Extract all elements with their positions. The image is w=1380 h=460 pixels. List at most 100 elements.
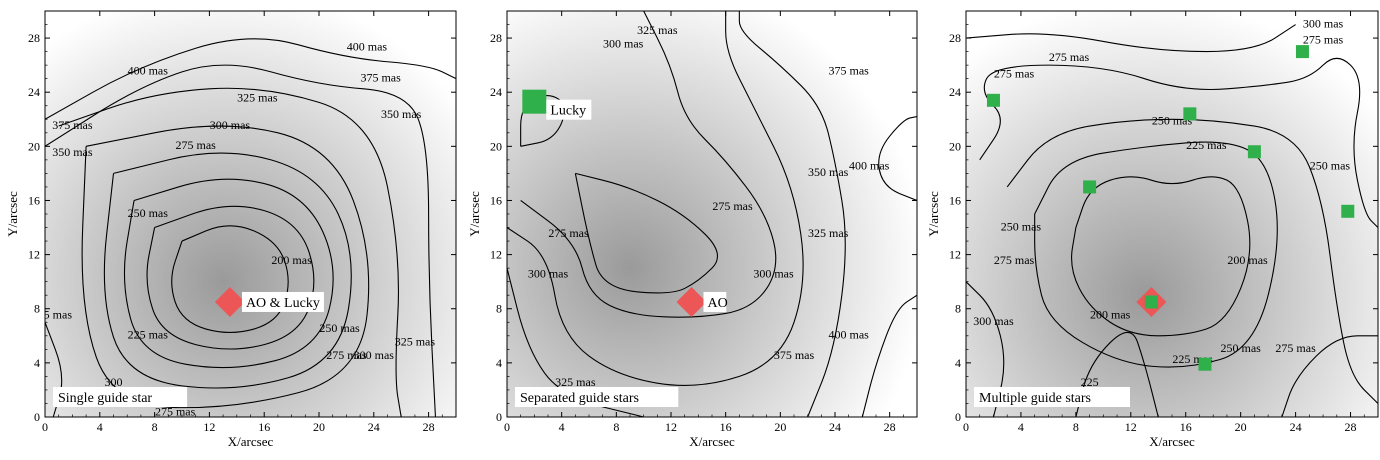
y-tick-label: 28: [949, 31, 961, 45]
contour-label: 275 mas: [1275, 341, 1316, 355]
contour-label: 275 mas: [548, 226, 589, 240]
contour-label: 275 mas: [326, 348, 367, 362]
panel-label-box: [53, 387, 188, 407]
guide-star-marker: [1144, 295, 1158, 309]
y-tick-label: 24: [28, 85, 40, 99]
y-axis-title: Y/arcsec: [926, 191, 941, 237]
contour-label: 325 mas: [808, 226, 849, 240]
panel-background: [45, 11, 456, 417]
contour-line: [1034, 141, 1278, 368]
contour-line: [861, 294, 917, 417]
contour-label: 250 mas: [319, 321, 360, 335]
contour-label: 325 mas: [637, 23, 678, 37]
contour-line: [146, 205, 315, 350]
x-axis-title: X/arcsec: [228, 434, 274, 449]
x-tick-label: 12: [1125, 420, 1137, 434]
y-tick-label: 4: [34, 356, 40, 370]
y-tick-label: 12: [949, 248, 961, 262]
contour-label: 300 mas: [973, 314, 1014, 328]
contour-line: [103, 152, 352, 389]
contour-label: 400 mas: [849, 158, 890, 172]
ao-guide-star-marker: [214, 286, 245, 317]
x-tick-label: 0: [42, 420, 48, 434]
contour-label: 300 mas: [210, 118, 251, 132]
x-tick-label: 24: [1290, 420, 1302, 434]
contour-label: 400 mas: [347, 39, 388, 53]
y-tick-label: 8: [496, 302, 502, 316]
x-tick-label: 4: [97, 420, 103, 434]
marker-label-box: [241, 291, 324, 312]
panel-label: Single guide star: [58, 391, 152, 406]
contour-label: 275 mas: [994, 66, 1035, 80]
x-tick-label: 20: [774, 420, 786, 434]
y-tick-label: 24: [949, 85, 961, 99]
contour-label: 300 mas: [528, 267, 569, 281]
contour-label: 225 mas: [128, 328, 169, 342]
panel-3: 300 mas 275 mas 275 mas 275 mas 250 mas 225 m…: [926, 10, 1379, 449]
y-tick-label: 0: [496, 410, 502, 424]
x-tick-label: 8: [1073, 420, 1079, 434]
x-tick-label: 20: [1235, 420, 1247, 434]
contour-line: [507, 267, 644, 417]
contour-line: [738, 11, 846, 417]
contour-label: 325 mas: [32, 307, 73, 321]
contour-label: 250 mas: [1152, 114, 1193, 128]
y-tick-label: 24: [490, 85, 502, 99]
contour-label: 275 mas: [1049, 50, 1090, 64]
contour-label: 325 mas: [237, 91, 278, 105]
y-tick-label: 8: [955, 302, 961, 316]
contour-line: [81, 125, 370, 409]
x-tick-label: 12: [665, 420, 677, 434]
panel-label-box: [515, 387, 679, 407]
contour-label: 350 mas: [808, 165, 849, 179]
ao-guide-star-marker: [676, 286, 707, 317]
marker-label-box: [546, 99, 592, 120]
x-tick-label: 28: [423, 420, 435, 434]
y-tick-label: 20: [28, 139, 40, 153]
panel-label: Multiple guide stars: [979, 391, 1091, 406]
y-axis-title: Y/arcsec: [467, 191, 482, 237]
contour-line: [574, 172, 718, 294]
guide-star-marker: [1198, 357, 1212, 371]
x-tick-label: 8: [613, 420, 619, 434]
y-tick-label: 8: [34, 302, 40, 316]
contour-line: [45, 322, 63, 417]
contour-line: [45, 64, 436, 417]
x-axis-title: X/arcsec: [689, 434, 735, 449]
contour-label: 250 mas: [1001, 219, 1042, 233]
contour-label: 250 mas: [1220, 341, 1261, 355]
x-tick-label: 12: [203, 420, 215, 434]
contour-label: 200 mas: [1090, 307, 1131, 321]
contour-label: 275 mas: [994, 253, 1035, 267]
marker-label: Lucky: [550, 104, 586, 119]
contour-label: 275 mas: [155, 405, 196, 419]
contour-label: 275 mas: [712, 199, 753, 213]
contour-label: 250 mas: [1310, 158, 1351, 172]
y-tick-label: 20: [490, 139, 502, 153]
marker-label-box: [703, 291, 727, 312]
contour-label: 300 mas: [1303, 16, 1344, 30]
x-tick-label: 16: [720, 420, 732, 434]
contour-line: [507, 11, 804, 386]
y-tick-label: 16: [949, 193, 961, 207]
contour-label: 225 mas: [1186, 138, 1227, 152]
x-tick-label: 4: [559, 420, 565, 434]
contour-label: 400 mas: [128, 64, 169, 78]
contour-label: 375 mas: [828, 64, 869, 78]
contour-label: 300 mas: [753, 267, 794, 281]
y-tick-label: 4: [955, 356, 961, 370]
x-tick-label: 24: [368, 420, 380, 434]
x-tick-label: 4: [1018, 420, 1024, 434]
contour-label: 375 mas: [52, 118, 93, 132]
contour-label: 225: [1081, 375, 1099, 389]
x-tick-label: 16: [258, 420, 270, 434]
contour-line: [520, 95, 565, 147]
contour-line: [1006, 118, 1378, 405]
contour-lines: 400 mas 400 mas 375 mas 325 mas 350 mas 300 m…: [32, 38, 456, 419]
panel-1: 400 mas 400 mas 375 mas 325 mas 350 mas 300 m…: [5, 10, 457, 449]
marker-label: AO: [708, 296, 728, 311]
guide-star-marker: [1247, 145, 1261, 159]
contour-line: [1281, 335, 1378, 417]
contour-label: 275 mas: [1303, 33, 1344, 47]
contour-label: 300 mas: [603, 37, 644, 51]
